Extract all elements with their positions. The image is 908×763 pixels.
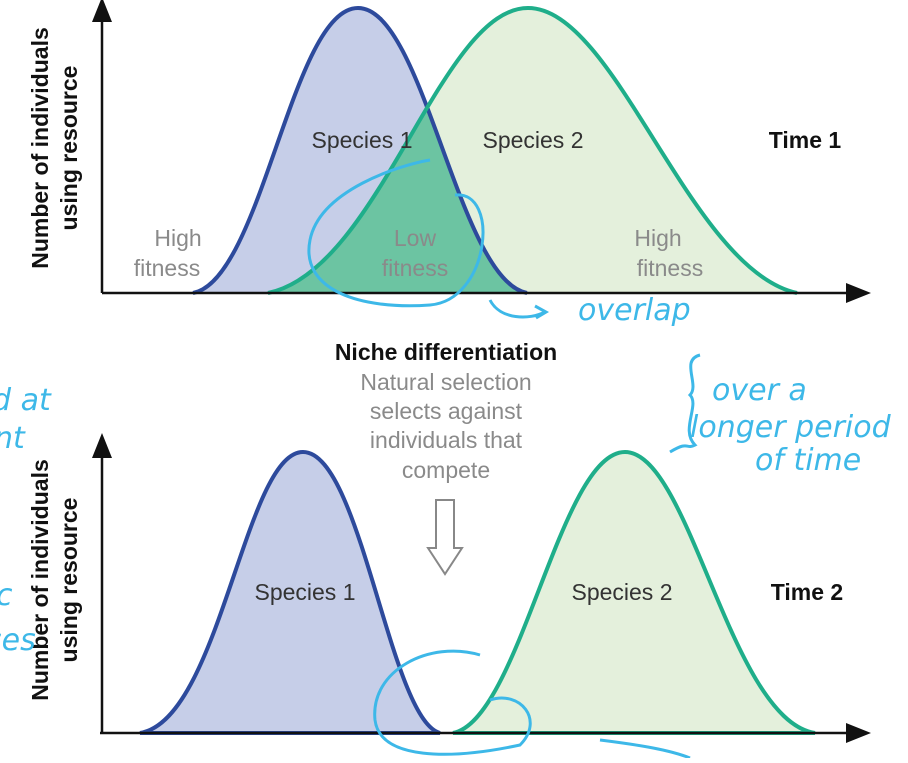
y-label: Number of individuals [27,27,53,269]
handwriting: over a [712,373,807,408]
y-label: Number of individuals [27,459,53,701]
species-1-curve [139,449,441,735]
middle-text: compete [402,457,490,483]
species-label: Species 1 [311,127,412,153]
handwriting-strokes [307,158,701,760]
species-1-curve [192,5,528,295]
middle-text: individuals that [370,427,523,453]
time-label: Time 2 [771,579,843,605]
fitness-label: fitness [637,255,703,281]
fitness-label: Low [394,225,437,251]
species-label: Species 1 [254,579,355,605]
handwriting: longer period [690,410,892,445]
fitness-label: fitness [382,255,448,281]
overlap-fill [268,8,527,293]
handwriting: ses [0,623,36,658]
species-label: Species 2 [571,579,672,605]
fitness-label: High [154,225,201,251]
fitness-label: High [634,225,681,251]
handwriting: overlap [578,293,691,328]
middle-text: selects against [370,398,523,424]
middle-title: Niche differentiation [335,339,557,365]
species-label: Species 2 [482,127,583,153]
species-2-curve [452,449,816,735]
handwriting: d at [0,383,52,418]
y-label: using resource [56,498,82,663]
handwriting: of time [755,443,861,478]
handwriting: c [0,578,13,613]
time-label: Time 1 [769,127,842,153]
species-2-curve [267,5,798,295]
middle-text: Natural selection [360,369,531,395]
fitness-label: fitness [134,255,200,281]
handwriting: nt [0,421,26,456]
y-label: using resource [56,66,82,231]
down-arrow [426,499,464,576]
